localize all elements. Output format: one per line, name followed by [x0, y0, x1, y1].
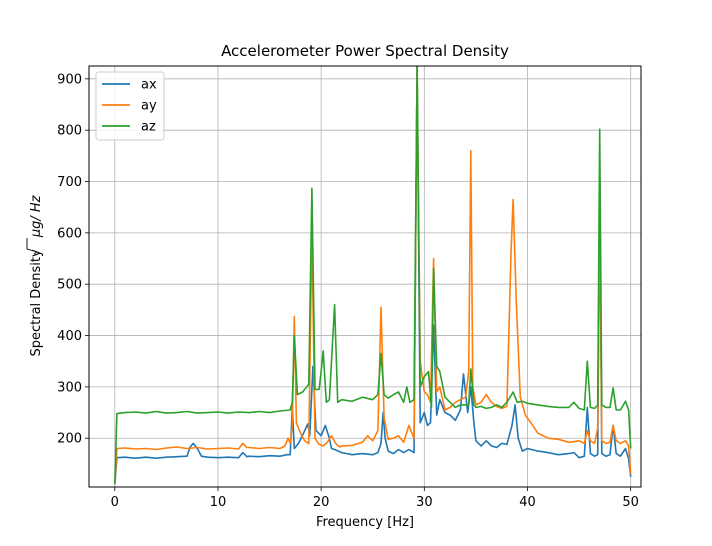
y-tick-label: 700 [57, 175, 82, 190]
legend-label-az: az [141, 120, 156, 135]
series-line-ay [114, 66, 632, 485]
chart-title: Accelerometer Power Spectral Density [221, 42, 509, 60]
legend-box [95, 71, 165, 141]
plot-frame [88, 65, 642, 488]
y-tick-label: 800 [57, 124, 82, 139]
x-tick-label: 40 [519, 495, 536, 510]
y-tick-label: 300 [57, 380, 82, 395]
series-line-az [114, 66, 632, 485]
x-tick-label: 30 [416, 495, 433, 510]
legend-label-ay: ay [141, 99, 157, 114]
y-axis-ticks: 200 300 400 500 600 700 800 900 [57, 72, 89, 447]
series-layer [114, 66, 632, 485]
legend: ax ay az [95, 71, 165, 141]
x-tick-label: 10 [210, 495, 227, 510]
x-tick-label: 20 [313, 495, 330, 510]
y-tick-label: 500 [57, 278, 82, 293]
x-axis-label: Frequency [Hz] [316, 515, 414, 530]
x-tick-label: 0 [111, 495, 119, 510]
y-axis-label: Spectral Density μg/ Hz [26, 194, 44, 357]
svg-text:Spectral Density μg/: Spectral Density μg/ Hz [29, 194, 44, 356]
y-tick-label: 200 [57, 432, 82, 447]
grid-lines [89, 66, 641, 487]
y-tick-label: 900 [57, 72, 82, 87]
y-tick-label: 400 [57, 329, 82, 344]
sqrt-symbol [26, 238, 39, 255]
y-axis-unit-sqrt: Hz [29, 194, 44, 212]
x-tick-label: 50 [622, 495, 639, 510]
y-axis-label-prefix: Spectral Density [29, 249, 44, 357]
x-axis-ticks: 0 10 20 30 40 50 [111, 487, 639, 510]
series-line-ax [114, 66, 632, 485]
y-tick-label: 600 [57, 226, 82, 241]
legend-label-ax: ax [141, 78, 157, 93]
y-axis-unit-main: μg/ [29, 215, 44, 239]
